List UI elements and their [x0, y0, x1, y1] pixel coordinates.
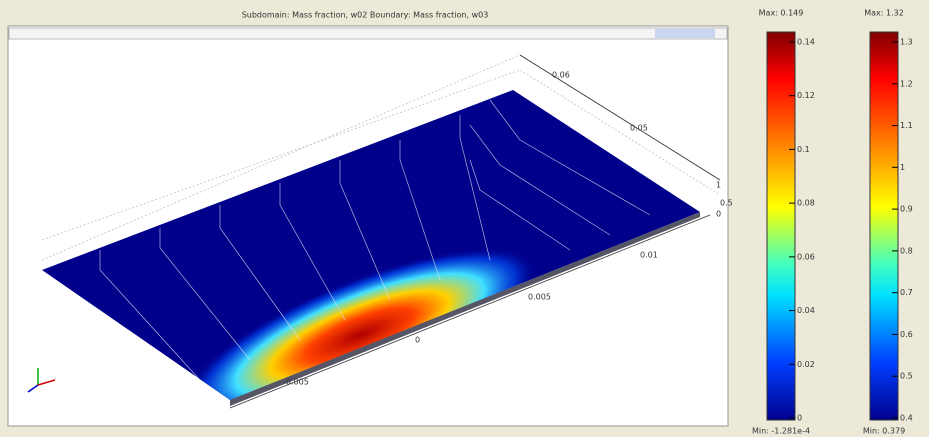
legend-tick-label: 0.8 [900, 246, 913, 255]
legend-min: Min: -1.281e-4 [752, 427, 810, 436]
legend-tick-label: 0.1 [797, 145, 810, 154]
axis-label: -0.005 [283, 378, 309, 387]
axis-label: 0 [415, 336, 420, 345]
legend-tick-label: 0.14 [797, 38, 815, 47]
axis-x [229, 214, 711, 409]
axis-y [519, 54, 721, 181]
legend-tick-label: 0 [797, 414, 802, 423]
legend-tick-label: 0.5 [900, 372, 913, 381]
legend-tick-label: 1.1 [900, 121, 913, 130]
axis-label: 0.06 [552, 71, 570, 80]
legend-tick-label: 1.3 [900, 38, 913, 47]
legend-tick-label: 0.12 [797, 91, 815, 100]
channel-walls [99, 99, 651, 381]
legend-tick-label: 0.7 [900, 288, 913, 297]
legend-max: Max: 0.149 [759, 9, 804, 18]
colorbar [766, 31, 796, 421]
domain-surface [42, 90, 700, 400]
axis-triad [27, 368, 56, 393]
axis-label: 1 [716, 181, 721, 190]
axis-label: 0.01 [640, 251, 658, 260]
legend-tick-label: 0.6 [900, 330, 913, 339]
legend-tick-label: 1.2 [900, 79, 913, 88]
legend-tick-label: 0.04 [797, 306, 815, 315]
legend-tick-label: 0.9 [900, 205, 913, 214]
legend-tick-label: 0.08 [797, 199, 815, 208]
legend-tick-label: 0.02 [797, 360, 815, 369]
axis-label: 0.005 [528, 293, 551, 302]
scrollbar[interactable] [8, 27, 728, 40]
axis-label: 0.05 [630, 124, 648, 133]
axis-label: 0.5 [720, 199, 733, 208]
axis-label: 0 [716, 210, 721, 219]
legend-min: Min: 0.379 [863, 427, 905, 436]
legend-tick-label: 0.4 [900, 414, 913, 423]
colorbar [869, 31, 899, 421]
legend-tick-label: 0.06 [797, 252, 815, 261]
legend-tick-label: 1 [900, 163, 905, 172]
scroll-thumb[interactable] [655, 29, 715, 38]
window-title: Subdomain: Mass fraction, w02 Boundary: … [242, 11, 489, 20]
slab-edge [230, 212, 700, 406]
legend-max: Max: 1.32 [864, 9, 904, 18]
concentration-field [182, 247, 538, 400]
